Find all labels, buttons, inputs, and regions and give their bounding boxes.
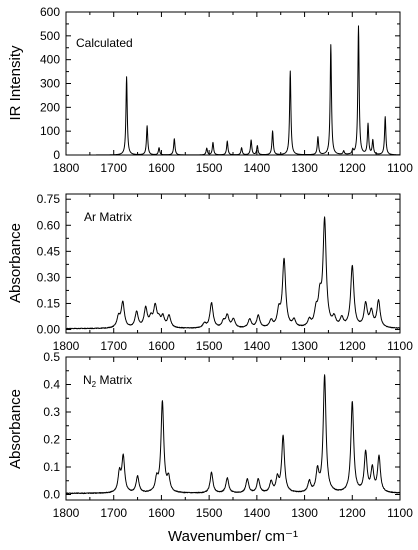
x-tick-label: 1400: [244, 506, 271, 520]
spectrum-line: [65, 216, 401, 330]
x-tick-label: 1400: [244, 339, 271, 353]
x-tick-label: 1800: [53, 161, 80, 175]
x-tick-label: 1700: [100, 161, 127, 175]
spectrum-line: [65, 25, 401, 156]
spectrum-line: [65, 374, 401, 495]
panel-annotation: Ar Matrix: [84, 210, 132, 224]
x-tick-label: 1300: [291, 339, 318, 353]
y-tick-label: 300: [40, 77, 60, 91]
x-tick-label: 1800: [53, 506, 80, 520]
y-tick-label: 500: [40, 29, 60, 43]
x-tick-label: 1300: [291, 161, 318, 175]
y-tick-label: 0.30: [37, 270, 61, 284]
x-tick-label: 1800: [53, 339, 80, 353]
x-tick-label: 1300: [291, 506, 318, 520]
tick-marks: [65, 356, 401, 500]
y-axis-label: IR Intensity: [7, 45, 24, 121]
tick-labels: 1800 1700 1600 1500 1400 1300 1200 1100 0.0 0.1 0.…: [43, 350, 413, 520]
y-tick-label: 400: [40, 53, 60, 67]
y-tick-label: 0.00: [37, 323, 61, 337]
panel-annotation: N2 Matrix: [83, 373, 132, 389]
y-tick-label: 0.2: [43, 433, 60, 447]
x-tick-label: 1600: [148, 339, 175, 353]
panel-n2-matrix: 1800 1700 1600 1500 1400 1300 1200 1100 0.0 0.1 0.…: [7, 350, 413, 545]
annotation-base: N: [83, 373, 92, 387]
x-tick-label: 1700: [100, 339, 127, 353]
x-tick-label: 1700: [100, 506, 127, 520]
x-tick-label: 1600: [148, 161, 175, 175]
y-tick-label: 0.0: [43, 488, 60, 502]
x-tick-label: 1500: [196, 506, 223, 520]
y-tick-label: 0.5: [43, 350, 60, 364]
x-tick-label: 1500: [196, 161, 223, 175]
y-tick-label: 0.15: [37, 296, 61, 310]
y-tick-label: 0.4: [43, 378, 60, 392]
tick-marks: [65, 194, 401, 333]
x-tick-label: 1200: [339, 161, 366, 175]
tick-labels: 1800 1700 1600 1500 1400 1300 1200 1100 0.00 0.15…: [37, 192, 414, 353]
tick-labels: 1800 1700 1600 1500 1400 1300 1200 1100 0 100 200 3…: [40, 5, 413, 175]
x-tick-label: 1600: [148, 506, 175, 520]
panel-annotation: Calculated: [76, 36, 133, 50]
y-axis-label: Absorbance: [7, 389, 24, 469]
y-tick-label: 0.1: [43, 460, 60, 474]
annotation-subscript: 2: [92, 380, 97, 389]
x-tick-label: 1100: [387, 506, 413, 520]
x-tick-label: 1100: [387, 339, 413, 353]
y-tick-label: 0.75: [37, 192, 61, 206]
y-tick-label: 0: [53, 148, 60, 162]
annotation-suffix: Matrix: [96, 373, 132, 387]
plot-frame: [65, 11, 401, 156]
x-tick-label: 1500: [196, 339, 223, 353]
x-tick-label: 1100: [387, 161, 413, 175]
x-tick-label: 1400: [244, 161, 271, 175]
x-tick-label: 1200: [339, 506, 366, 520]
y-tick-label: 0.3: [43, 405, 60, 419]
y-tick-label: 0.60: [37, 218, 61, 232]
y-axis-label: Absorbance: [7, 223, 24, 303]
y-tick-label: 200: [40, 100, 60, 114]
y-tick-label: 600: [40, 5, 60, 19]
tick-marks: [65, 11, 401, 156]
y-tick-label: 0.45: [37, 244, 61, 258]
x-tick-label: 1200: [339, 339, 366, 353]
x-axis-label: Wavenumber/ cm⁻¹: [168, 528, 298, 545]
y-tick-label: 100: [40, 124, 60, 138]
panel-ar-matrix: 1800 1700 1600 1500 1400 1300 1200 1100 0.00 0.15…: [7, 192, 413, 353]
panel-calculated: 1800 1700 1600 1500 1400 1300 1200 1100 0 100 200 3…: [7, 5, 413, 175]
